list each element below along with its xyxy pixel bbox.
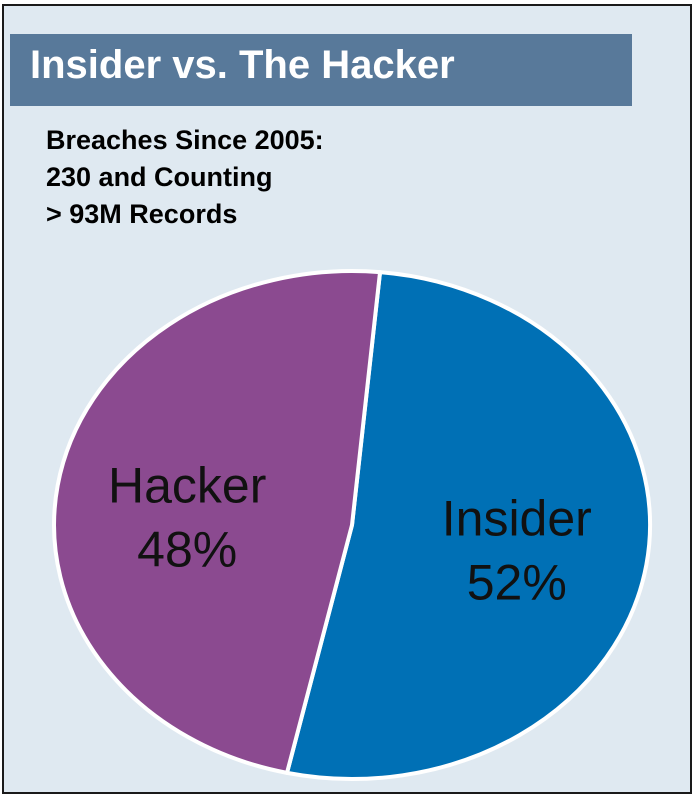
slice-label-hacker: Hacker (108, 457, 266, 513)
slice-value-hacker: 48% (137, 521, 237, 577)
slice-label-insider: Insider (442, 491, 592, 547)
chart-title: Insider vs. The Hacker (30, 43, 455, 87)
subtitle-line-2: 230 and Counting (46, 162, 273, 192)
chart-subtitle: Breaches Since 2005: 230 and Counting > … (46, 122, 324, 233)
subtitle-line-1: Breaches Since 2005: (46, 125, 324, 155)
pie-chart: Insider 52% Hacker 48% (52, 269, 653, 781)
chart-frame: Insider vs. The Hacker Breaches Since 20… (2, 4, 692, 794)
subtitle-line-3: > 93M Records (46, 199, 238, 229)
title-banner: Insider vs. The Hacker (10, 34, 632, 106)
pie-slice-hacker (52, 269, 383, 775)
pie-slice-insider (284, 270, 653, 781)
slice-value-insider: 52% (467, 555, 567, 611)
